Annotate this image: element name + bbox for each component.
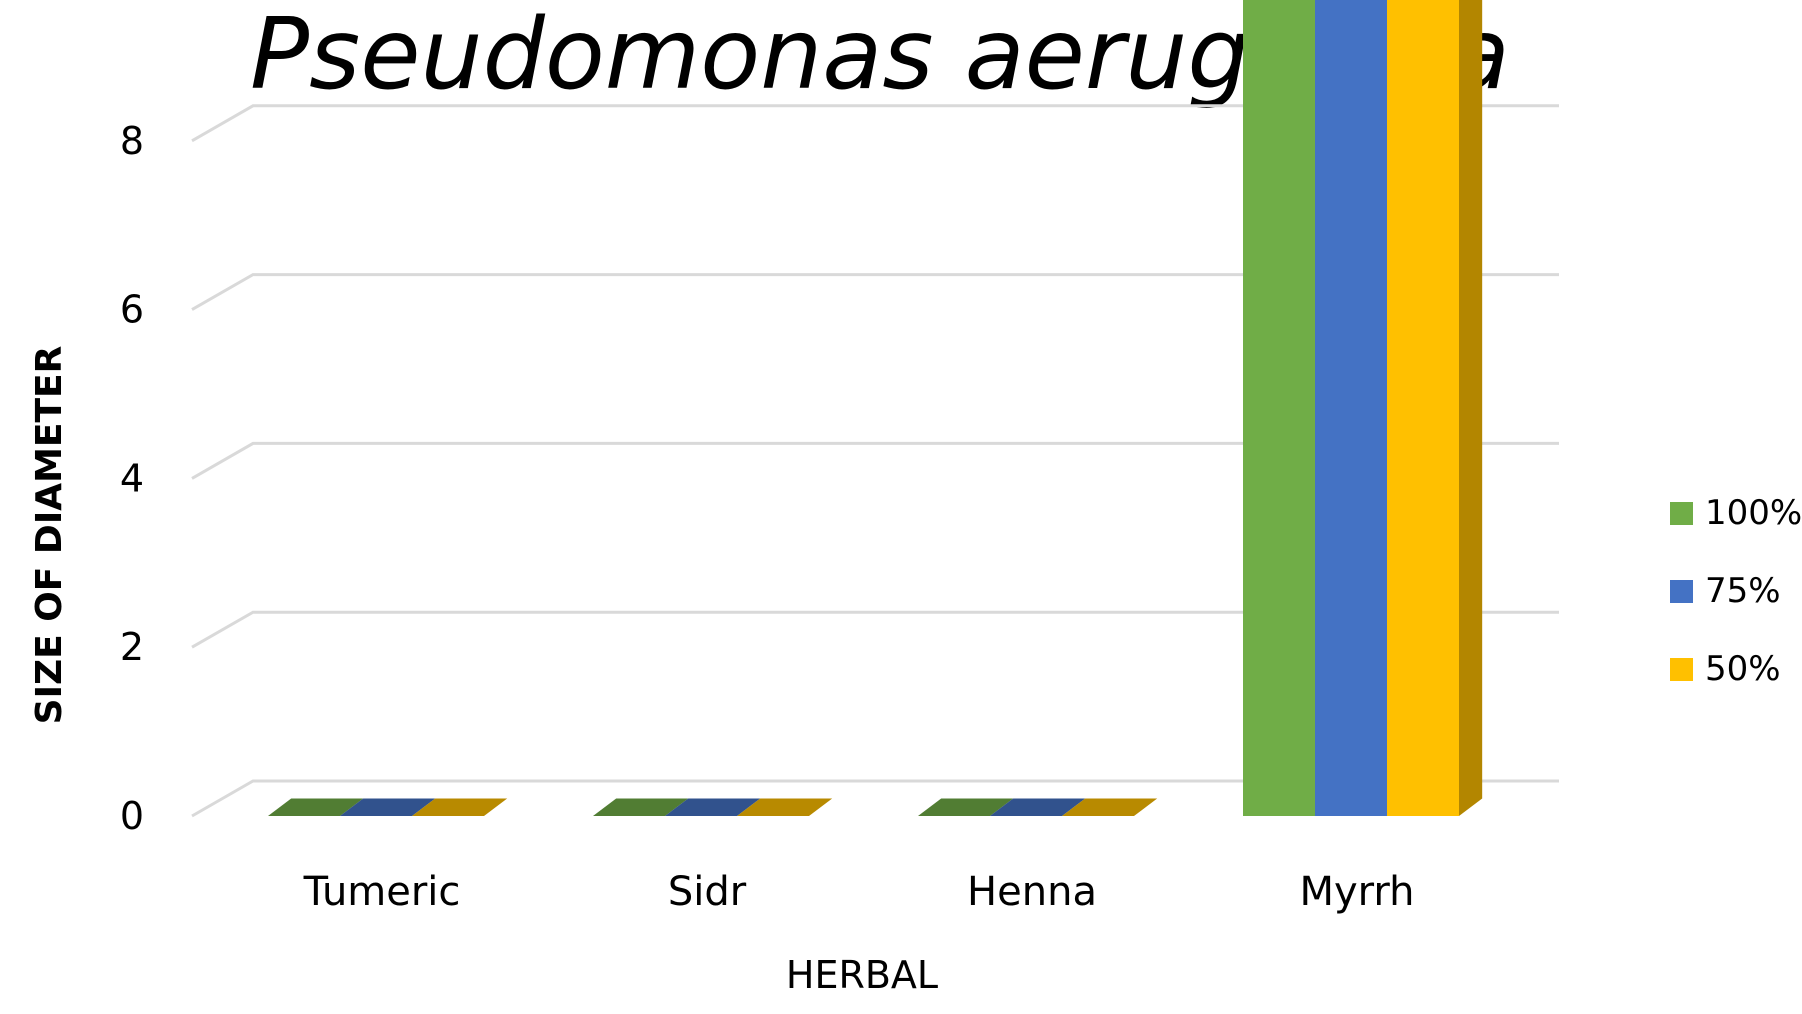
legend-label: 75% <box>1705 571 1781 611</box>
y-tick-label: 8 <box>120 119 144 163</box>
y-axis-tick-labels: 02468101214 <box>120 119 144 838</box>
y-tick-label: 2 <box>120 625 144 669</box>
x-category-label: Myrrh <box>1299 869 1414 915</box>
gridline <box>191 104 1559 143</box>
bar <box>990 798 1086 816</box>
gridline <box>191 779 1559 818</box>
legend: 100% 75% 50% <box>1670 493 1802 689</box>
bar <box>340 798 436 816</box>
legend-label: 50% <box>1705 649 1781 689</box>
x-category-label: Henna <box>967 869 1097 915</box>
gridline <box>191 273 1559 311</box>
y-tick-label: 6 <box>120 288 144 332</box>
gridline <box>191 441 1559 480</box>
legend-swatch <box>1670 658 1693 681</box>
x-axis-title: HERBAL <box>786 953 938 997</box>
bar <box>268 798 364 816</box>
bar <box>665 798 761 816</box>
bar <box>737 798 833 816</box>
legend-label: 100% <box>1705 493 1802 533</box>
legend-swatch <box>1670 502 1693 525</box>
x-category-label: Sidr <box>668 869 747 915</box>
x-category-label: Tumeric <box>303 869 461 915</box>
x-axis-category-labels: Tumeric Sidr Henna Myrrh <box>303 869 1415 915</box>
y-tick-label: 0 <box>120 794 144 838</box>
gridlines <box>191 104 1559 818</box>
bar <box>412 798 508 816</box>
bar <box>1062 798 1158 816</box>
gridline <box>191 610 1559 649</box>
bars <box>268 0 1483 816</box>
y-tick-label: 4 <box>120 456 144 500</box>
bar <box>918 798 1014 816</box>
bar <box>593 798 689 816</box>
y-axis-title: SIZE OF DIAMETER <box>29 346 70 725</box>
legend-swatch <box>1670 580 1693 603</box>
bar <box>1387 0 1483 816</box>
